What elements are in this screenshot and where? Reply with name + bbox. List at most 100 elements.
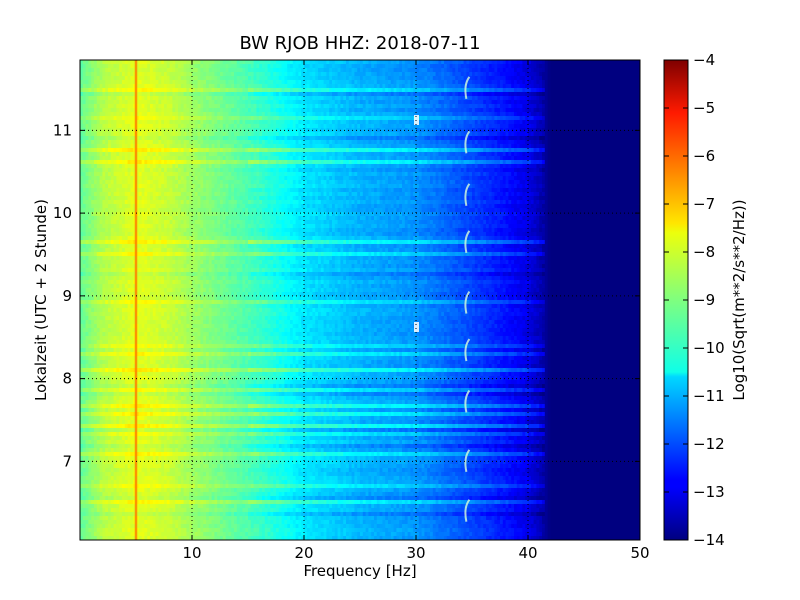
heatmap-cell [631,120,635,125]
heatmap-cell [169,112,173,117]
heatmap-cell [474,104,478,109]
heatmap-cell [178,152,182,157]
heatmap-cell [245,92,249,97]
heatmap-cell [178,72,182,77]
heatmap-cell [211,144,215,149]
heatmap-cell [127,120,131,125]
heatmap-cell [623,88,627,93]
heatmap-cell [94,88,98,93]
heatmap-cell [357,84,361,89]
heatmap-cell [508,108,512,113]
heatmap-cell [598,60,602,65]
heatmap-cell [110,152,114,157]
heatmap-cell [581,100,585,105]
heatmap-cell [617,132,621,137]
heatmap-cell [85,140,89,145]
heatmap-cell [634,96,638,101]
heatmap-cell [376,108,380,113]
heatmap-cell [340,80,344,85]
heatmap-cell [561,148,565,153]
heatmap-cell [603,124,607,129]
heatmap-cell [483,108,487,113]
heatmap-cell [561,132,565,137]
heatmap-cell [346,152,350,157]
heatmap-cell [511,108,515,113]
heatmap-cell [91,96,95,101]
heatmap-cell [480,144,484,149]
heatmap-cell [449,132,453,137]
heatmap-cell [287,88,291,93]
heatmap-cell [469,80,473,85]
heatmap-cell [295,132,299,137]
heatmap-cell [444,108,448,113]
heatmap-cell [161,80,165,85]
heatmap-cell [298,72,302,77]
heatmap-cell [175,132,179,137]
heatmap-cell [96,128,100,133]
heatmap-cell [152,116,156,121]
heatmap-cell [575,108,579,113]
heatmap-cell [304,96,308,101]
heatmap-cell [480,88,484,93]
heatmap-cell [312,148,316,153]
heatmap-cell [558,76,562,81]
heatmap-cell [334,92,338,97]
heatmap-cell [340,68,344,73]
heatmap-cell [323,92,327,97]
heatmap-cell [206,156,210,161]
heatmap-cell [542,120,546,125]
heatmap-cell [488,148,492,153]
heatmap-cell [522,100,526,105]
heatmap-cell [500,92,504,97]
heatmap-cell [390,80,394,85]
heatmap-cell [108,84,112,89]
heatmap-cell [189,80,193,85]
heatmap-cell [612,140,616,145]
heatmap-cell [603,80,607,85]
heatmap-cell [446,60,450,65]
heatmap-cell [360,136,364,141]
heatmap-cell [91,156,95,161]
heatmap-cell [189,108,193,113]
heatmap-cell [368,152,372,157]
heatmap-cell [634,76,638,81]
heatmap-cell [382,140,386,145]
heatmap-cell [634,120,638,125]
heatmap-cell [186,80,190,85]
heatmap-cell [600,60,604,65]
heatmap-cell [614,76,618,81]
heatmap-cell [178,80,182,85]
heatmap-cell [416,92,420,97]
heatmap-cell [365,84,369,89]
heatmap-cell [399,100,403,105]
heatmap-cell [214,100,218,105]
heatmap-cell [483,136,487,141]
heatmap-cell [466,120,470,125]
heatmap-cell [533,120,537,125]
heatmap-cell [410,68,414,73]
heatmap-cell [292,76,296,81]
heatmap-cell [455,116,459,121]
heatmap-cell [315,72,319,77]
heatmap-cell [407,60,411,65]
heatmap-cell [186,60,190,65]
heatmap-cell [262,76,266,81]
heatmap-cell [620,148,624,153]
heatmap-cell [208,112,212,117]
heatmap-cell [85,148,89,153]
heatmap-cell [544,84,548,89]
heatmap-cell [570,116,574,121]
heatmap-cell [113,84,117,89]
heatmap-cell [500,132,504,137]
heatmap-cell [539,76,543,81]
heatmap-cell [332,76,336,81]
heatmap-cell [225,108,229,113]
heatmap-cell [158,140,162,145]
heatmap-cell [390,140,394,145]
heatmap-cell [511,120,515,125]
heatmap-cell [452,120,456,125]
heatmap-cell [192,140,196,145]
heatmap-cell [452,60,456,65]
heatmap-cell [432,72,436,77]
heatmap-cell [245,80,249,85]
